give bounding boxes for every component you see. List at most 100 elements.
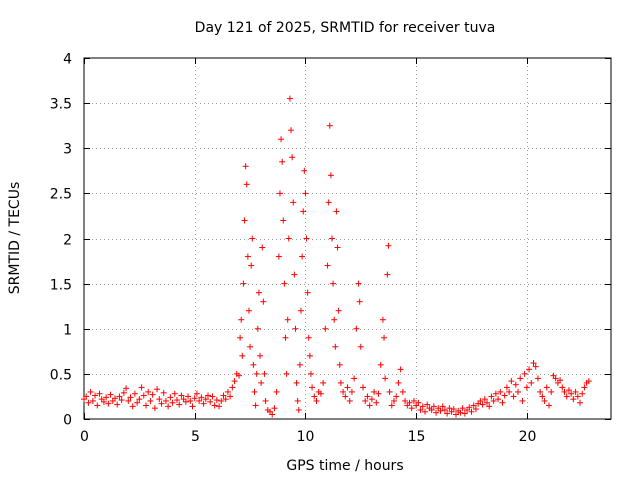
data-point (224, 388, 231, 395)
data-point (182, 398, 189, 405)
data-point (151, 405, 158, 412)
data-point (154, 386, 161, 393)
data-point (255, 289, 262, 296)
data-point (375, 390, 382, 397)
data-point (459, 405, 466, 412)
data-point (357, 343, 364, 350)
data-point (118, 397, 125, 404)
data-point (495, 396, 502, 403)
data-point (457, 409, 464, 416)
data-point (519, 397, 526, 404)
data-point (260, 298, 267, 305)
grid (84, 58, 611, 419)
data-point (433, 409, 440, 416)
data-point (461, 410, 468, 417)
data-point (220, 392, 227, 399)
data-point (107, 391, 114, 398)
data-point (116, 393, 123, 400)
data-point (284, 316, 291, 323)
data-point (240, 280, 247, 287)
data-point (337, 379, 344, 386)
data-point (251, 388, 258, 395)
data-point (450, 406, 457, 413)
data-point (446, 405, 453, 412)
data-point (171, 390, 178, 397)
data-point (160, 389, 167, 396)
data-point (145, 388, 152, 395)
data-point (202, 396, 209, 403)
data-point (543, 384, 550, 391)
data-point (149, 391, 156, 398)
data-point (290, 199, 297, 206)
data-point (317, 390, 324, 397)
y-tick-label: 0.5 (50, 368, 72, 384)
data-point (254, 325, 261, 332)
data-point (262, 397, 269, 404)
x-tick-label: 15 (408, 429, 426, 445)
data-point (530, 360, 537, 367)
data-point (515, 388, 521, 395)
data-point (441, 406, 448, 413)
data-point (523, 384, 530, 391)
data-point (332, 343, 339, 350)
data-point (417, 406, 424, 413)
y-axis-label: SRMTID / TECUs (7, 182, 23, 295)
data-point (351, 375, 358, 382)
data-point (320, 379, 327, 386)
data-point (216, 403, 223, 410)
data-point (322, 325, 329, 332)
data-point (486, 403, 493, 410)
data-point (537, 388, 544, 395)
data-point (497, 388, 504, 395)
y-tick-label: 0 (63, 413, 72, 429)
data-point (112, 395, 118, 402)
data-point (329, 235, 335, 242)
data-point (386, 388, 393, 395)
y-tick-label: 2 (63, 233, 72, 249)
data-point (200, 400, 207, 407)
chart-title: Day 121 of 2025, SRMTID for receiver tuv… (195, 20, 496, 36)
data-point (302, 190, 309, 197)
data-point (468, 408, 475, 415)
data-point (453, 411, 459, 418)
data-point (258, 379, 265, 386)
data-point (470, 402, 477, 409)
data-point (326, 122, 333, 129)
data-point (492, 390, 499, 397)
data-point (158, 400, 165, 407)
x-axis-label: GPS time / hours (286, 458, 403, 474)
data-point (293, 379, 300, 386)
data-point (552, 375, 559, 382)
data-point (517, 375, 524, 382)
data-point (508, 378, 515, 385)
data-point (581, 384, 588, 391)
data-point (100, 398, 107, 405)
data-point (324, 262, 331, 269)
data-point (305, 334, 312, 341)
data-point (472, 406, 479, 413)
data-point (364, 393, 371, 400)
data-point (165, 403, 172, 410)
data-point (303, 235, 310, 242)
data-point (280, 217, 287, 224)
data-point (488, 393, 495, 400)
data-point (325, 199, 332, 206)
data-point (276, 190, 283, 197)
data-point (490, 397, 497, 404)
data-point (397, 366, 404, 373)
data-point (570, 396, 577, 403)
data-point (306, 352, 313, 359)
data-point (275, 253, 282, 260)
data-point (231, 378, 238, 385)
data-point (393, 393, 400, 400)
data-point (501, 392, 508, 399)
data-point (377, 361, 384, 368)
data-point (439, 403, 446, 410)
data-point (196, 397, 203, 404)
data-point (123, 385, 130, 392)
x-tick-label: 5 (191, 429, 200, 445)
data-point (295, 406, 302, 413)
data-point (408, 405, 415, 412)
data-point (422, 408, 428, 415)
data-point (129, 403, 136, 410)
